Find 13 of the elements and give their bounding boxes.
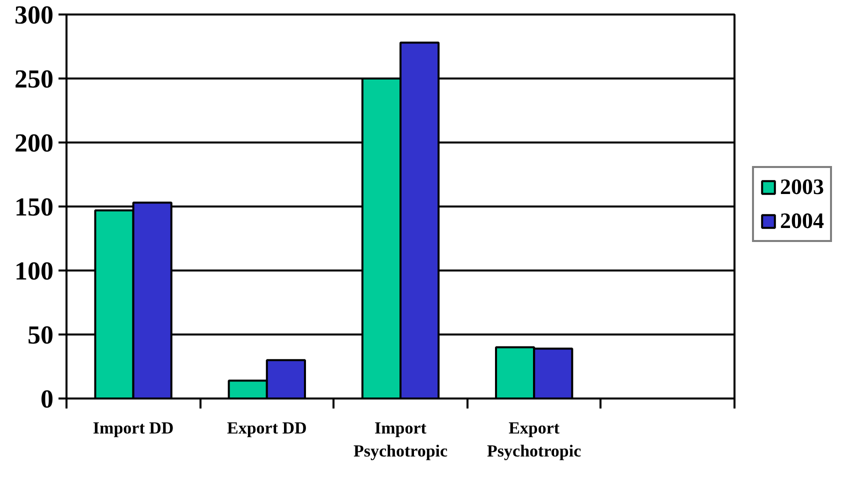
y-tick-label: 50 [28,320,54,350]
x-tick-label: Export Psychotropic [487,418,582,460]
legend-label: 2003 [780,174,824,200]
y-tick-label: 250 [14,64,54,94]
x-tick-label: Import Psychotropic [353,418,448,460]
y-tick-label: 0 [40,384,54,414]
y-tick-label: 150 [14,192,54,222]
x-tick-label: Import DD [92,418,174,438]
y-tick-label: 300 [14,0,54,30]
y-tick-label: 200 [14,128,54,158]
legend-label: 2004 [780,208,824,234]
x-tick-label: Export DD [227,418,307,438]
y-tick-label: 100 [14,256,54,286]
